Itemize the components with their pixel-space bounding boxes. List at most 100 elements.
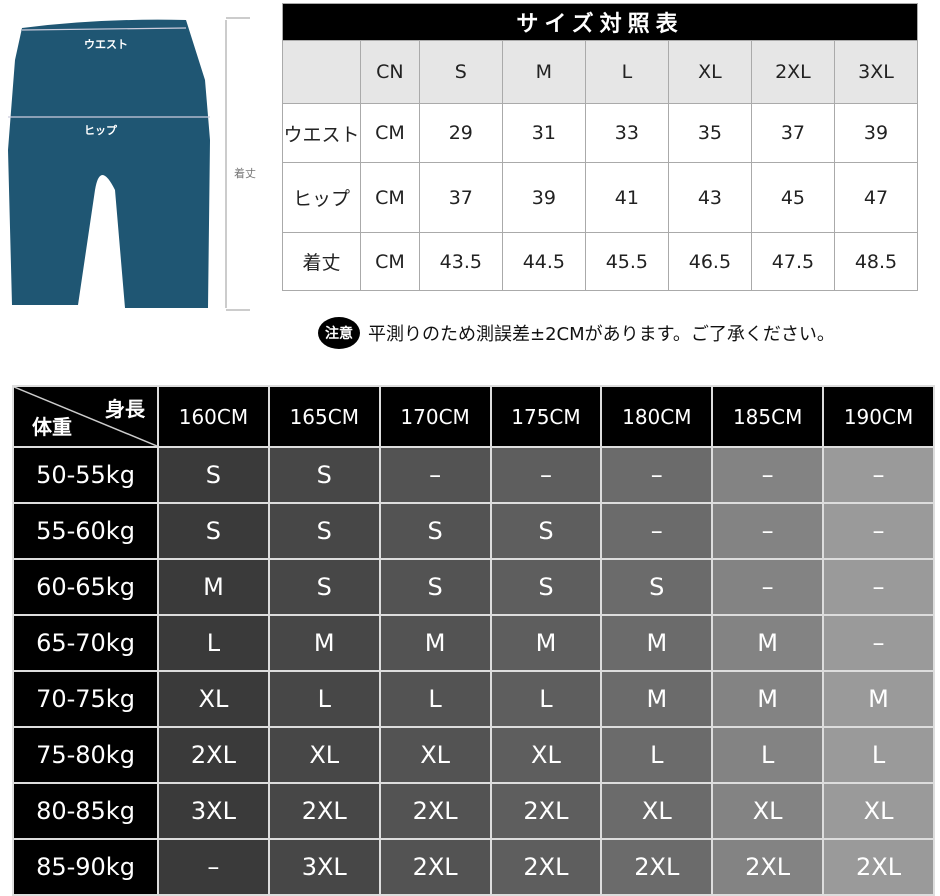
shorts-diagram [8,17,250,311]
height-header-cell: 190CM [824,387,933,446]
size-header-cell [282,40,361,104]
recommend-row: 65-70kg L M M M M M – [14,616,933,670]
size-cell: L [824,728,933,782]
size-cell: XL [269,728,379,782]
waist-label: ウエスト [84,38,128,51]
note-text: 平測りのため測誤差±2CMがあります。ご了承ください。 [368,324,835,345]
size-cell: M [824,672,933,726]
size-cell: 2XL [602,840,712,894]
size-cell: M [602,672,712,726]
corner-cell: 身長 体重 [14,387,157,446]
size-header-cell: 3XL [833,40,919,104]
size-header-cell: 2XL [750,40,835,104]
height-header-cell: 170CM [380,387,490,446]
size-cell: – [824,448,933,502]
note: 注意 平測りのため測誤差±2CMがあります。ご了承ください。 [318,317,835,349]
size-unit-cell: CM [360,162,420,233]
recommend-row: 70-75kg XL L L L M M M [14,672,933,726]
height-header-cell: 165CM [269,387,379,446]
size-row: 着丈 CM 43.5 44.5 45.5 46.5 47.5 48.5 [282,232,919,291]
size-cell: S [602,560,712,614]
size-table: サイズ対照表 CN S M L XL 2XL 3XL ウエスト CM 29 31 33 35 37 39 ヒ… [282,3,919,291]
weight-label: 75-80kg [14,728,157,782]
weight-label: 85-90kg [14,840,157,894]
size-value-cell: 33 [584,103,669,163]
size-cell: XL [380,728,490,782]
size-value-cell: 41 [584,162,669,233]
size-cell: M [159,560,268,614]
length-label: 着丈 [234,167,256,180]
recommend-row: 85-90kg –3XL 2XL 2XL 2XL 2XL 2XL [14,840,933,894]
size-cell: 2XL [491,840,601,894]
size-value-cell: 37 [418,162,503,233]
size-cell: S [159,504,268,558]
size-cell: XL [713,784,823,838]
size-cell: S [269,504,379,558]
size-cell: 2XL [159,728,268,782]
size-cell: M [380,616,490,670]
size-cell: – [824,504,933,558]
size-row-label: ヒップ [282,162,361,233]
size-cell: 3XL [269,840,379,894]
height-header-cell: 175CM [491,387,601,446]
size-cell: – [602,448,712,502]
size-cell: L [159,616,268,670]
size-cell: 2XL [713,840,823,894]
size-cell: L [380,672,490,726]
size-cell: S [269,448,379,502]
size-header-cell: CN [360,40,420,104]
size-value-cell: 35 [667,103,752,163]
size-header-cell: XL [667,40,752,104]
size-cell: L [269,672,379,726]
size-cell: M [269,616,379,670]
size-cell: M [713,672,823,726]
weight-label: 55-60kg [14,504,157,558]
size-header-cell: S [418,40,503,104]
size-value-cell: 29 [418,103,503,163]
size-row-label: 着丈 [282,232,361,291]
size-cell: – [159,840,268,894]
height-header-cell: 180CM [602,387,712,446]
size-cell: 3XL [159,784,268,838]
weight-label: 50-55kg [14,448,157,502]
weight-label: 60-65kg [14,560,157,614]
size-value-cell: 45.5 [584,232,669,291]
size-cell: S [159,448,268,502]
size-cell: XL [491,728,601,782]
recommend-row: 75-80kg 2XL XL XL XL L L L [14,728,933,782]
size-cell: L [491,672,601,726]
height-header-cell: 160CM [159,387,268,446]
size-value-cell: 44.5 [501,232,586,291]
size-value-cell: 39 [833,103,919,163]
size-cell: – [713,504,823,558]
size-header-cell: L [584,40,669,104]
weight-label: 70-75kg [14,672,157,726]
size-value-cell: 45 [750,162,835,233]
size-cell: – [824,616,933,670]
weight-label: 80-85kg [14,784,157,838]
size-cell: – [824,560,933,614]
size-cell: M [602,616,712,670]
size-cell: 2XL [824,840,933,894]
size-value-cell: 47 [833,162,919,233]
note-badge: 注意 [318,317,360,349]
size-cell: L [713,728,823,782]
size-unit-cell: CM [360,103,420,163]
corner-weight-label: 体重 [32,415,72,439]
size-cell: XL [602,784,712,838]
recommend-row: 50-55kg S S – – – – – [14,448,933,502]
size-cell: M [491,616,601,670]
recommend-row: 55-60kg S S S S – – – [14,504,933,558]
size-cell: S [380,504,490,558]
recommend-table: 身長 体重 160CM 165CM 170CM 175CM 180CM 185CM 190C… [12,385,935,896]
size-cell: S [269,560,379,614]
size-cell: 2XL [269,784,379,838]
size-cell: M [713,616,823,670]
size-cell: XL [824,784,933,838]
corner-height-label: 身長 [105,397,145,421]
size-cell: XL [159,672,268,726]
recommend-row: 80-85kg 3XL 2XL 2XL 2XL XL XL XL [14,784,933,838]
size-value-cell: 39 [501,162,586,233]
size-value-cell: 43.5 [418,232,503,291]
size-cell: S [380,560,490,614]
